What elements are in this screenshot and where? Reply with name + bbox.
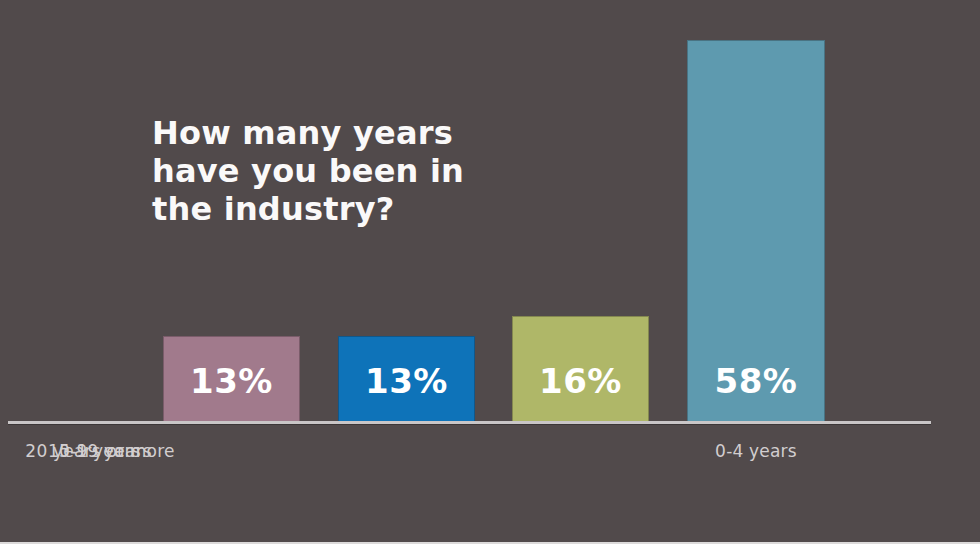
- bar-value-label: 13%: [164, 361, 299, 401]
- bar-5-9-years: 13%: [338, 336, 475, 421]
- category-label-0-4-years: 0-4 years: [656, 441, 856, 461]
- bar-chart: 13% 13% 16% 58%: [0, 0, 980, 421]
- bar-0-4-years: 13%: [163, 336, 300, 421]
- bar-value-label: 16%: [513, 361, 648, 401]
- bar-value-label: 58%: [688, 361, 824, 401]
- bar-value-label: 13%: [339, 361, 474, 401]
- x-axis-line: [8, 421, 931, 424]
- category-label-20-years-or-more: 20 years or more: [0, 441, 200, 461]
- infographic-canvas: How many years have you been in the indu…: [0, 0, 980, 544]
- bar-10-19-years: 16%: [512, 316, 649, 421]
- bar-20-years-or-more: 58%: [687, 40, 825, 421]
